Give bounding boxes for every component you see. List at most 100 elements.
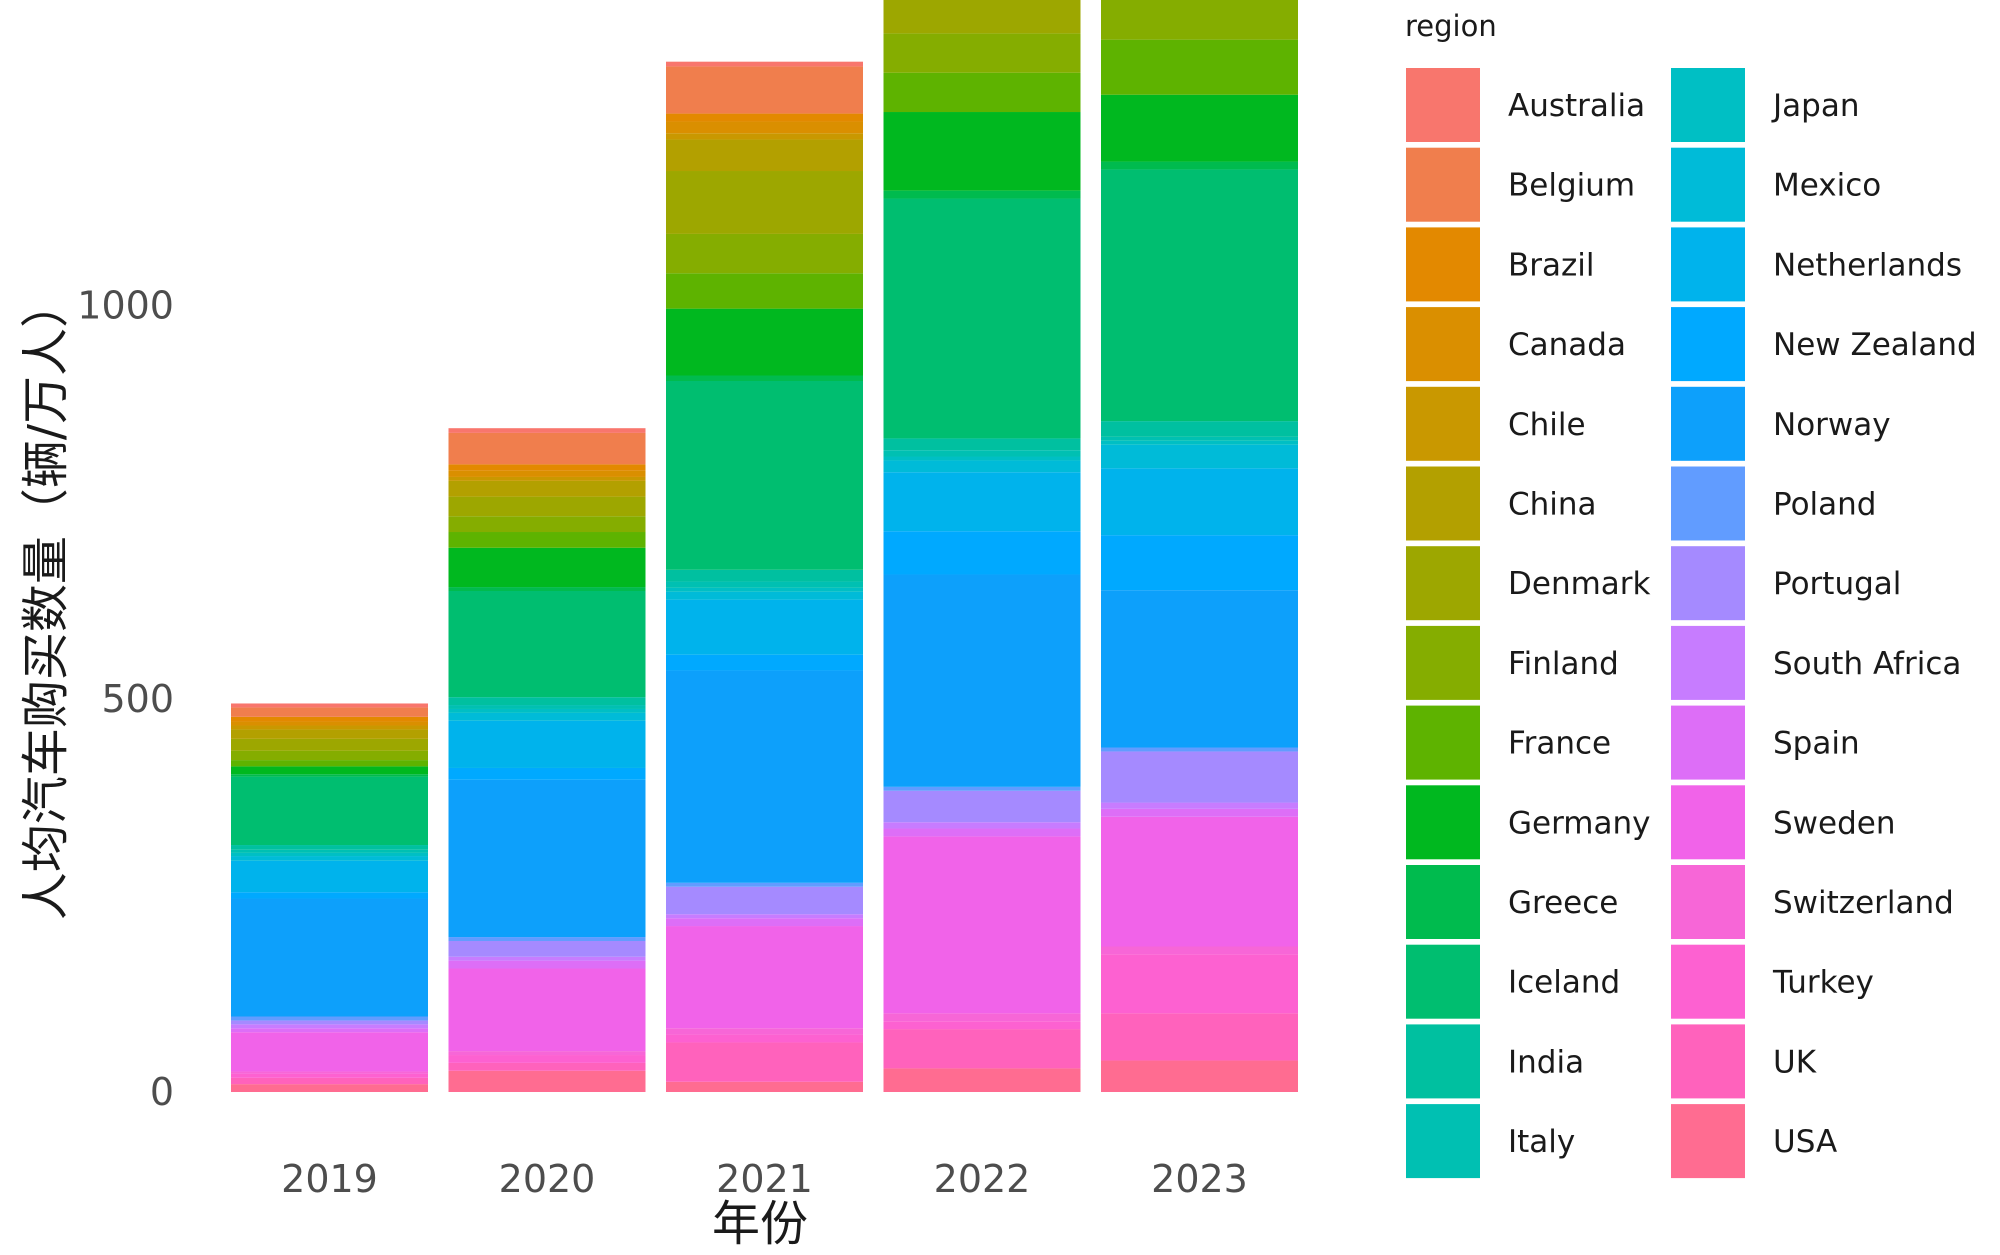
legend-label: Portugal bbox=[1773, 566, 1901, 602]
bar-segment bbox=[666, 139, 863, 172]
bar-segment bbox=[448, 590, 646, 698]
bar-segment bbox=[1101, 0, 1298, 40]
bar-segment bbox=[231, 729, 428, 739]
bar-segment bbox=[1101, 954, 1298, 1014]
legend-label: Norway bbox=[1773, 407, 1891, 443]
bar-segment bbox=[883, 33, 1081, 73]
legend-swatch bbox=[1406, 307, 1480, 382]
bar-segment bbox=[448, 470, 646, 477]
bar-segment bbox=[231, 774, 428, 777]
bar-segment bbox=[1101, 468, 1298, 536]
bar-segment bbox=[1101, 161, 1298, 170]
bar-segment bbox=[883, 72, 1081, 113]
bar-segment bbox=[231, 898, 428, 1017]
bar-segment bbox=[448, 516, 646, 533]
bar-segment bbox=[231, 760, 428, 767]
bar-segment bbox=[1101, 946, 1298, 955]
legend-label: Poland bbox=[1773, 487, 1877, 523]
legend-swatch bbox=[1671, 705, 1745, 780]
legend-swatch bbox=[1671, 785, 1745, 860]
legend-swatch bbox=[1406, 68, 1480, 142]
legend: region Australia Belgium Brazil Canada Chile… bbox=[1405, 9, 1977, 1179]
bar-segment bbox=[883, 472, 1081, 532]
legend-swatch bbox=[1406, 466, 1480, 541]
legend-swatch bbox=[1671, 307, 1745, 382]
legend-label: Mexico bbox=[1773, 168, 1881, 204]
bar-segment bbox=[666, 1028, 863, 1035]
bar-segment bbox=[448, 940, 646, 957]
legend-label: Canada bbox=[1508, 327, 1626, 363]
bar-segment bbox=[1101, 535, 1298, 591]
legend-label: Greece bbox=[1508, 885, 1618, 921]
bar-segment bbox=[666, 375, 863, 382]
bar-segment bbox=[883, 190, 1081, 199]
legend-swatch bbox=[1671, 1024, 1745, 1099]
bar-segment bbox=[1101, 39, 1298, 95]
legend-swatch bbox=[1406, 865, 1480, 939]
bar-segment bbox=[883, 456, 1081, 461]
bar-segment bbox=[231, 707, 428, 717]
bar-segment bbox=[231, 750, 428, 761]
x-tick-label: 2023 bbox=[1151, 1157, 1248, 1201]
bar-segment bbox=[231, 1077, 428, 1085]
y-axis-title: 人均汽车购买数量（辆/万人） bbox=[18, 280, 74, 920]
legend-swatch bbox=[1406, 1104, 1480, 1179]
bar-segment bbox=[1101, 444, 1298, 469]
bar-segment bbox=[231, 860, 428, 893]
bar-segment bbox=[231, 849, 428, 853]
legend-swatch bbox=[1671, 68, 1745, 142]
bar-segment bbox=[448, 960, 646, 969]
bar-segment bbox=[666, 914, 863, 919]
legend-swatch bbox=[1671, 625, 1745, 700]
bar-segment bbox=[448, 937, 646, 941]
legend-swatch bbox=[1671, 227, 1745, 302]
bar-segment bbox=[1101, 169, 1298, 422]
legend-swatch bbox=[1406, 386, 1480, 461]
bar-segment bbox=[883, 438, 1081, 451]
bar-segment bbox=[448, 705, 646, 709]
bar-segment bbox=[883, 786, 1081, 791]
legend-label: Sweden bbox=[1773, 805, 1896, 841]
bar-segment bbox=[1101, 1013, 1298, 1061]
legend-swatch bbox=[1406, 1024, 1480, 1099]
bar-segment bbox=[666, 1042, 863, 1082]
legend-label: South Africa bbox=[1773, 646, 1961, 682]
bar-segment bbox=[448, 464, 646, 471]
bar-segment bbox=[666, 886, 863, 915]
bar-segment bbox=[448, 767, 646, 780]
bar-segment bbox=[448, 496, 646, 517]
bar-segment bbox=[1101, 816, 1298, 947]
legend-label: Switzerland bbox=[1773, 885, 1954, 921]
legend-swatch bbox=[1671, 147, 1745, 222]
legend-swatch bbox=[1406, 944, 1480, 1019]
bar-segment bbox=[231, 852, 428, 857]
bar-segment bbox=[448, 476, 646, 481]
bar-segment bbox=[231, 1028, 428, 1033]
legend-swatch bbox=[1406, 705, 1480, 780]
legend-label: Netherlands bbox=[1773, 247, 1962, 283]
legend-label: USA bbox=[1773, 1124, 1837, 1160]
bar-segment bbox=[1101, 1060, 1298, 1092]
bar-segment bbox=[231, 766, 428, 775]
legend-label: UK bbox=[1773, 1044, 1817, 1080]
bar-segment bbox=[883, 460, 1081, 473]
bar-segment bbox=[1101, 751, 1298, 803]
bar-segment bbox=[448, 720, 646, 768]
legend-label: Australia bbox=[1508, 88, 1645, 124]
bar-segment bbox=[666, 121, 863, 134]
bar-segment bbox=[883, 1068, 1081, 1092]
bar-segment bbox=[666, 587, 863, 592]
legend-swatch bbox=[1671, 546, 1745, 621]
legend-label: China bbox=[1508, 487, 1597, 523]
bar-segment bbox=[666, 882, 863, 887]
bar-segment bbox=[231, 738, 428, 751]
bar-segment bbox=[231, 1016, 428, 1021]
legend-swatch bbox=[1671, 1104, 1745, 1179]
bar-segment bbox=[231, 703, 428, 708]
legend-swatch bbox=[1671, 466, 1745, 541]
bar-segment bbox=[666, 273, 863, 309]
bar-segment bbox=[231, 1073, 428, 1078]
x-tick-label: 2019 bbox=[281, 1157, 378, 1201]
bar-segment bbox=[448, 779, 646, 938]
bar-segment bbox=[883, 836, 1081, 1014]
